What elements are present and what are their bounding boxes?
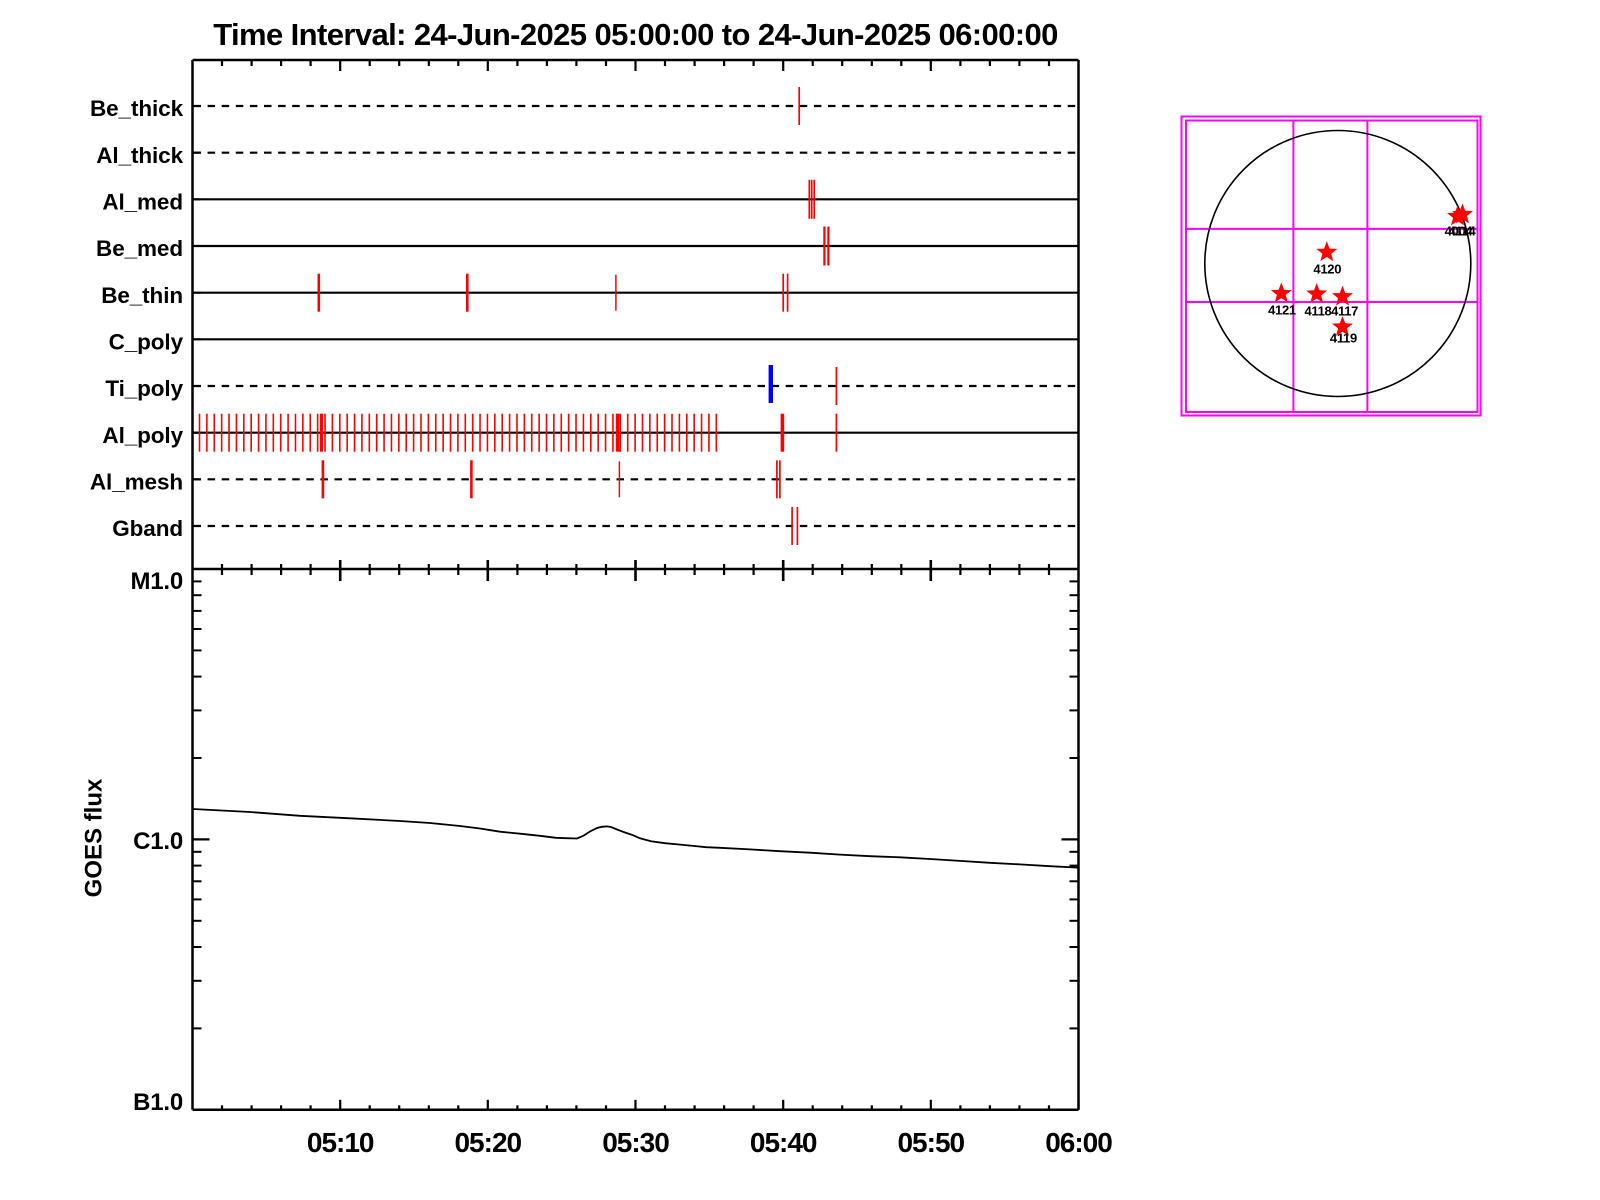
svg-text:Be_thin: Be_thin xyxy=(101,283,183,308)
svg-text:Gband: Gband xyxy=(112,516,183,541)
svg-text:05:50: 05:50 xyxy=(897,1127,964,1158)
svg-text:4119: 4119 xyxy=(1330,331,1357,346)
svg-text:05:30: 05:30 xyxy=(602,1127,669,1158)
svg-text:Al_poly: Al_poly xyxy=(102,423,183,448)
svg-text:Be_med: Be_med xyxy=(96,236,183,261)
svg-text:Ti_poly: Ti_poly xyxy=(105,376,183,401)
svg-text:4118: 4118 xyxy=(1304,304,1331,319)
svg-text:4121: 4121 xyxy=(1268,303,1296,318)
svg-text:C_poly: C_poly xyxy=(109,330,184,355)
svg-text:4114: 4114 xyxy=(1448,224,1476,239)
svg-text:C1.0: C1.0 xyxy=(133,828,183,855)
svg-text:05:40: 05:40 xyxy=(750,1127,817,1158)
svg-text:05:10: 05:10 xyxy=(307,1127,374,1158)
svg-text:Be_thick: Be_thick xyxy=(90,96,184,121)
svg-text:05:20: 05:20 xyxy=(454,1127,521,1158)
svg-text:M1.0: M1.0 xyxy=(130,568,183,595)
svg-text:4120: 4120 xyxy=(1313,261,1341,276)
svg-text:4004: 4004 xyxy=(1445,224,1474,239)
svg-text:B1.0: B1.0 xyxy=(133,1089,183,1116)
svg-text:Al_mesh: Al_mesh xyxy=(90,470,183,495)
svg-text:Al_thick: Al_thick xyxy=(96,143,183,168)
svg-text:Time Interval: 24-Jun-2025 05:: Time Interval: 24-Jun-2025 05:00:00 to 2… xyxy=(213,17,1058,52)
svg-text:4117: 4117 xyxy=(1331,304,1358,319)
svg-text:06:00: 06:00 xyxy=(1045,1127,1112,1158)
svg-text:GOES flux: GOES flux xyxy=(81,778,108,897)
svg-text:Al_med: Al_med xyxy=(102,190,183,215)
